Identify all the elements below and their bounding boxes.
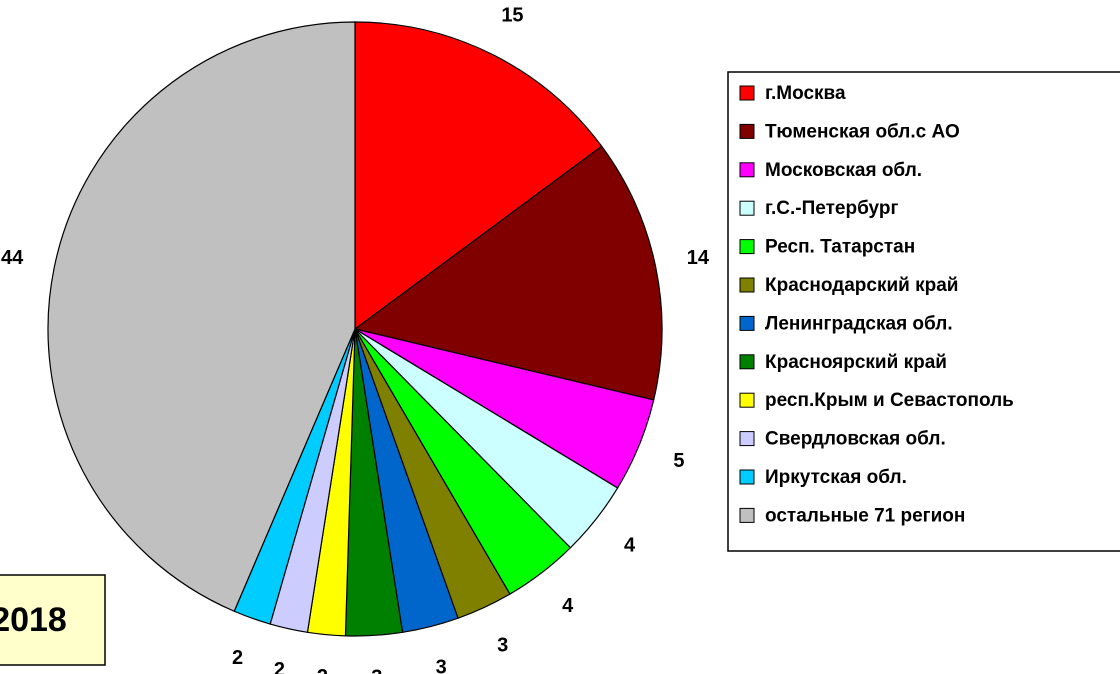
data-label: 2 <box>232 647 243 669</box>
legend-label: Тюменская обл.с АО <box>765 121 960 142</box>
data-label: 2 <box>274 659 285 674</box>
pie-slice <box>354 21 603 331</box>
pie-slice <box>47 21 356 613</box>
legend-swatch <box>739 431 755 447</box>
legend-label: Свердловская обл. <box>765 429 946 450</box>
legend-label: респ.Крым и Севастополь <box>765 390 1014 411</box>
legend-label: г.С.-Петербург <box>765 198 898 219</box>
legend-label: г.Москва <box>765 83 846 104</box>
data-label: 2 <box>317 666 328 674</box>
legend-swatch <box>739 507 755 523</box>
data-label: 4 <box>624 534 636 556</box>
legend-label: Респ. Татарстан <box>765 237 915 258</box>
legend-label: Красноярский край <box>765 352 947 373</box>
data-label: 14 <box>687 247 710 269</box>
legend-swatch <box>739 354 755 370</box>
data-label: 3 <box>436 657 447 674</box>
annotation-box <box>0 574 106 666</box>
data-label: 5 <box>673 450 684 472</box>
legend-label: Ленинградская обл. <box>765 313 953 334</box>
legend-label: Московская обл. <box>765 160 922 181</box>
legend-label: Краснодарский край <box>765 275 958 296</box>
legend-swatch <box>739 123 755 139</box>
legend-label: Иркутская обл. <box>765 467 907 488</box>
legend-swatch <box>739 392 755 408</box>
legend-label: остальные 71 регион <box>765 505 965 526</box>
legend-swatch <box>739 200 755 216</box>
data-label: 3 <box>371 667 382 674</box>
data-label: 3 <box>497 635 508 657</box>
data-label: 4 <box>562 595 574 617</box>
pie-slice <box>353 145 663 401</box>
legend-swatch <box>739 162 755 178</box>
legend-swatch <box>739 469 755 485</box>
data-label: 15 <box>501 5 523 27</box>
legend-box <box>727 71 1120 552</box>
legend-swatch <box>739 277 755 293</box>
annotation: 2018 <box>0 601 67 639</box>
legend-swatch <box>739 315 755 331</box>
data-label: 44 <box>1 247 24 269</box>
legend-swatch <box>739 85 755 101</box>
legend-swatch <box>739 239 755 255</box>
